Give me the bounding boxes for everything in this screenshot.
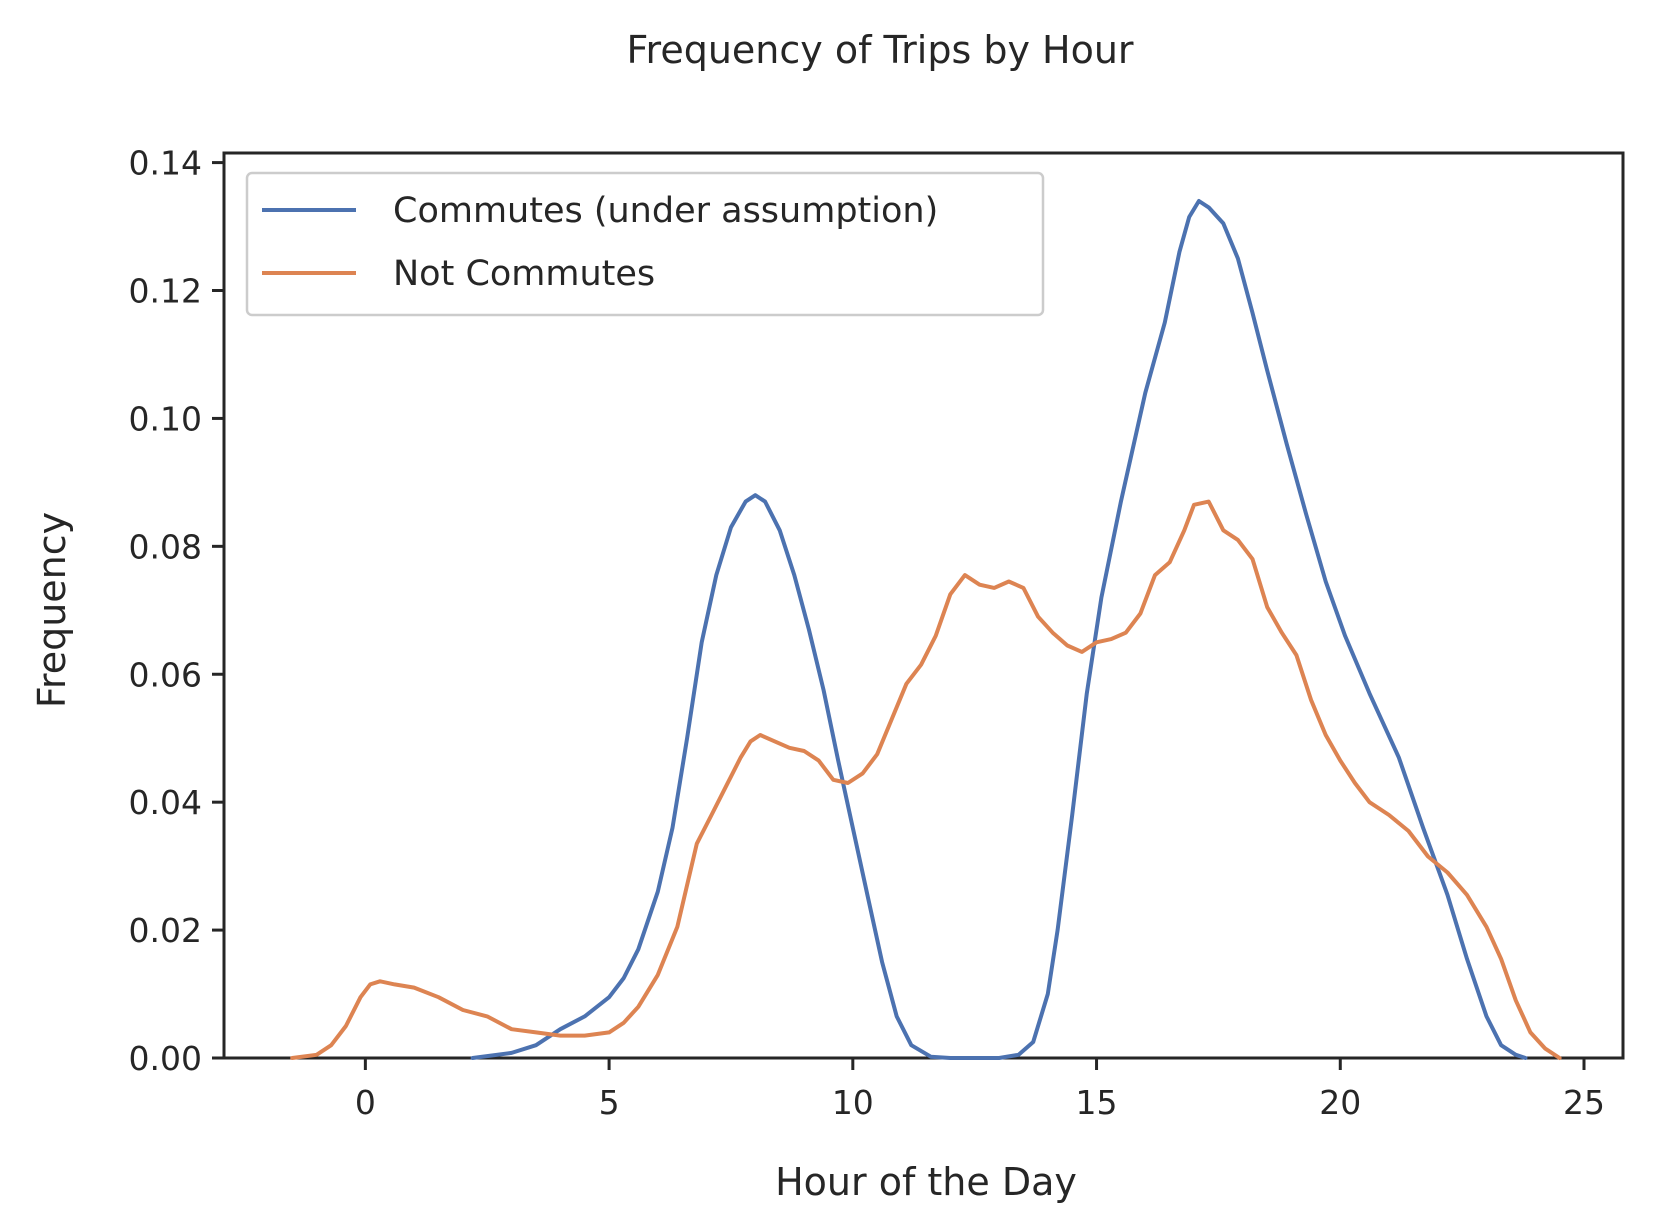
y-tick-label: 0.08: [129, 527, 202, 566]
x-axis: 0 5 10 15 20 25: [355, 1058, 1605, 1122]
x-axis-label: Hour of the Day: [775, 1160, 1077, 1204]
series-line-not-commutes: [290, 499, 1562, 1060]
x-tick-label: 10: [832, 1083, 874, 1122]
y-tick-label: 0.06: [129, 655, 202, 694]
y-axis: 0.00 0.02 0.04 0.06 0.08 0.10 0.12 0.14: [129, 144, 224, 1078]
x-tick-label: 5: [599, 1083, 620, 1122]
chart-title: Frequency of Trips by Hour: [626, 28, 1133, 72]
y-tick-label: 0.14: [129, 144, 202, 183]
x-tick-label: 25: [1563, 1083, 1605, 1122]
legend: Commutes (under assumption) Not Commutes: [245, 171, 1045, 317]
legend-box: [245, 171, 1045, 317]
x-tick-label: 15: [1076, 1083, 1118, 1122]
y-tick-label: 0.04: [129, 783, 202, 822]
series-group: [290, 199, 1562, 1060]
y-tick-label: 0.02: [129, 911, 202, 950]
y-tick-label: 0.10: [129, 399, 202, 438]
plot-frame: [222, 151, 1625, 1060]
x-tick-label: 20: [1319, 1083, 1361, 1122]
x-tick-label: 0: [355, 1083, 376, 1122]
y-tick-label: 0.00: [129, 1039, 202, 1078]
y-tick-label: 0.12: [129, 272, 202, 311]
legend-label-not-commutes: Not Commutes: [393, 254, 655, 294]
legend-label-commutes: Commutes (under assumption): [393, 191, 938, 231]
y-axis-label: Frequency: [30, 512, 74, 708]
plot-area: [222, 151, 1625, 1060]
series-line-commutes: [470, 199, 1528, 1060]
